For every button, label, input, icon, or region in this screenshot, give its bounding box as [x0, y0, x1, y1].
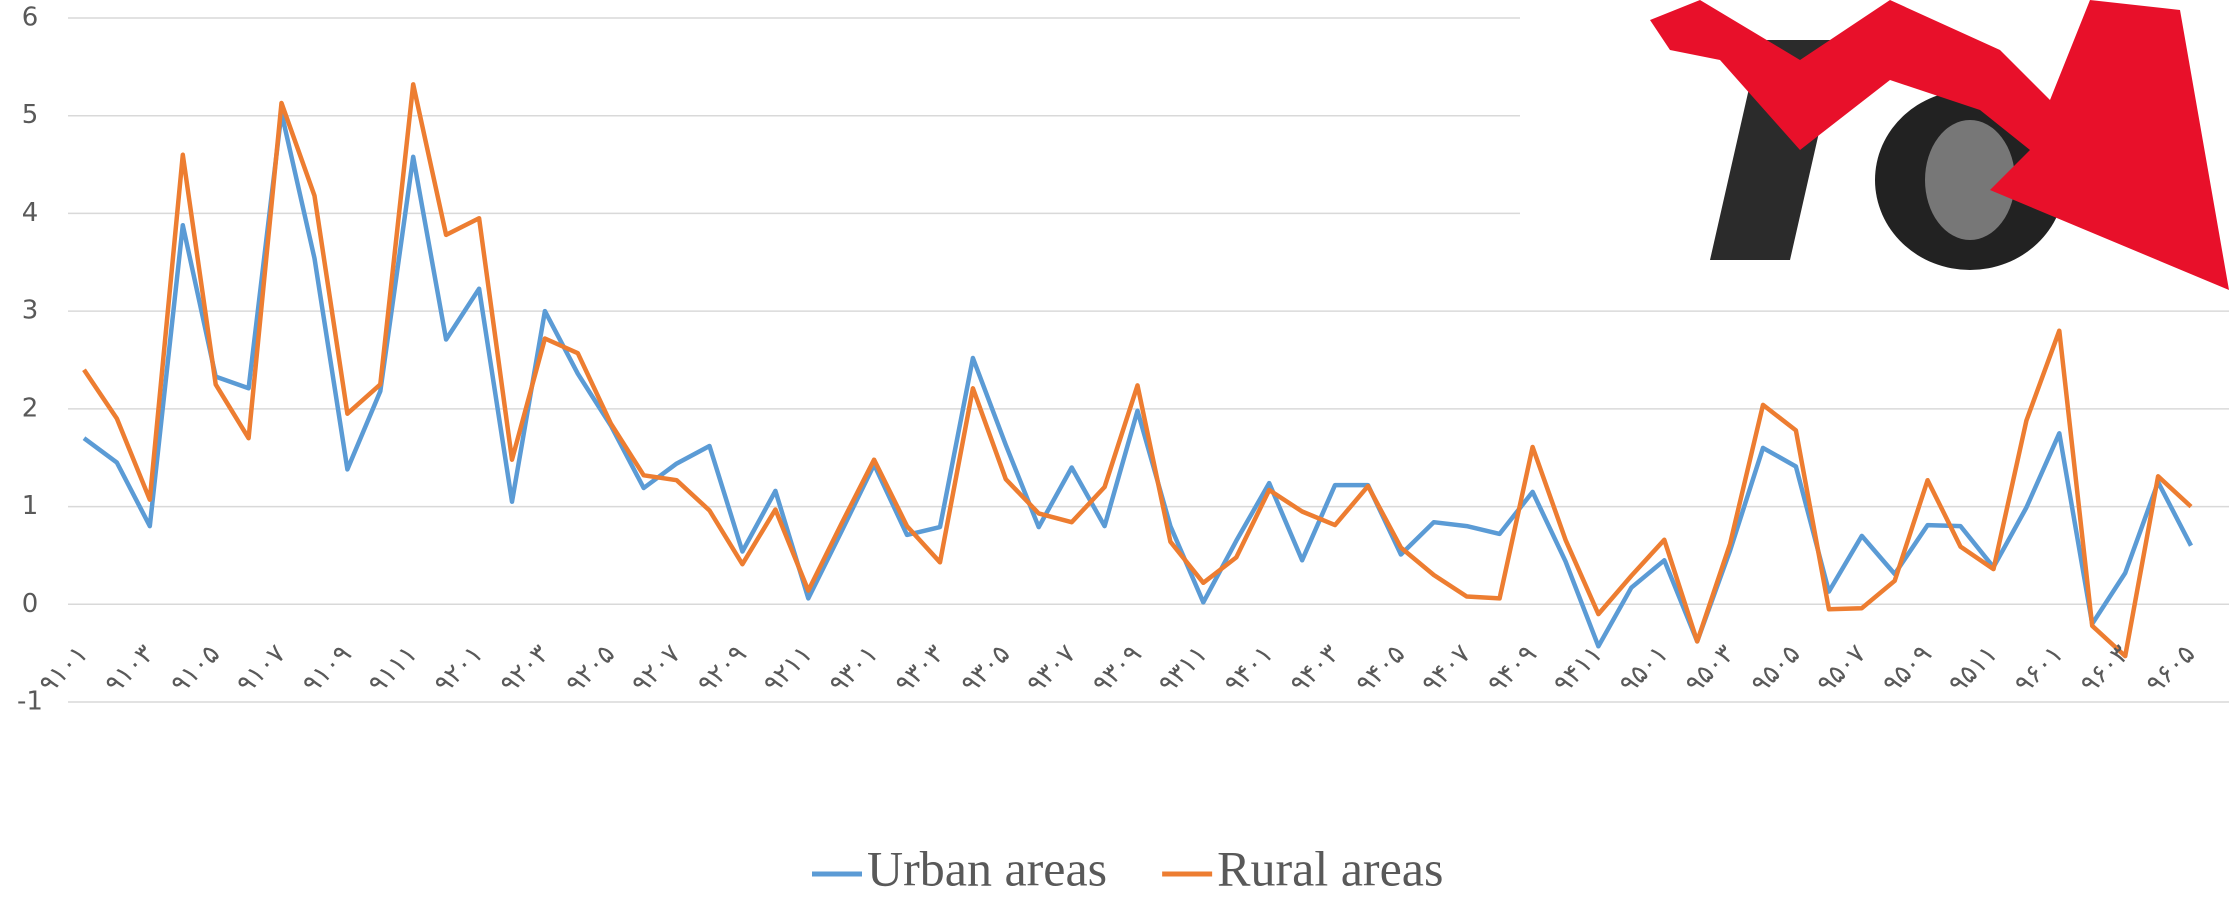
x-tick-label: ۹۴۰۱	[1219, 639, 1280, 700]
x-tick-label: ۹۲۰۷	[626, 639, 687, 700]
x-tick-label: ۹۵۰۵	[1745, 639, 1806, 700]
y-tick-label: 6	[22, 3, 39, 33]
x-tick-label: ۹۵۰۳	[1680, 639, 1741, 700]
x-tick-label: ۹۳۰۷	[1021, 639, 1082, 700]
x-tick-label: ۹۱۱۱	[363, 639, 424, 700]
x-tick-label: ۹۳۰۱	[824, 639, 885, 700]
x-tick-label: ۹۱۰۳	[99, 639, 160, 700]
x-tick-label: ۹۴۰۷	[1416, 639, 1477, 700]
x-tick-label: ۹۴۰۵	[1350, 639, 1411, 700]
x-tick-label: ۹۲۰۱	[429, 639, 490, 700]
x-tick-label: ۹۶۰۵	[2141, 639, 2202, 700]
legend-label: Rural areas	[1217, 840, 1443, 896]
x-tick-label: ۹۴۰۹	[1482, 639, 1543, 700]
y-tick-label: 1	[22, 491, 39, 521]
y-tick-label: 2	[22, 393, 39, 423]
data-line	[82, 110, 2193, 649]
x-tick-label: ۹۳۰۵	[955, 639, 1016, 700]
x-tick-label: ۹۲۰۵	[560, 639, 621, 700]
y-tick-label: 0	[22, 589, 39, 619]
x-tick-label: ۹۳۰۹	[1087, 639, 1148, 700]
y-tick-label: -1	[17, 687, 43, 717]
x-tick-label: ۹۵۰۹	[1877, 639, 1938, 700]
decorative-image	[1520, 0, 2229, 300]
x-tick-label: ۹۳۰۳	[890, 639, 951, 700]
x-tick-label: ۹۵۱۱	[1943, 639, 2004, 700]
legend-label: Urban areas	[867, 840, 1107, 896]
x-tick-label: ۹۴۰۳	[1285, 639, 1346, 700]
x-tick-label: ۹۱۰۷	[231, 639, 292, 700]
x-tick-label: ۹۶۰۱	[2009, 639, 2070, 700]
x-tick-label: ۹۵۰۱	[1614, 639, 1675, 700]
x-tick-label: ۹۲۱۱	[758, 639, 819, 700]
y-tick-label: 3	[22, 296, 39, 326]
x-tick-label: ۹۲۰۳	[494, 639, 555, 700]
data-line	[82, 82, 2193, 659]
x-tick-label: ۹۳۱۱	[1153, 639, 1214, 700]
x-tick-label: ۹۱۰۵	[165, 639, 226, 700]
x-tick-label: ۹۵۰۷	[1811, 639, 1872, 700]
y-tick-label: 4	[22, 198, 39, 228]
x-tick-label: ۹۲۰۹	[692, 639, 753, 700]
x-tick-label: ۹۱۰۹	[297, 639, 358, 700]
y-tick-label: 5	[22, 100, 39, 130]
